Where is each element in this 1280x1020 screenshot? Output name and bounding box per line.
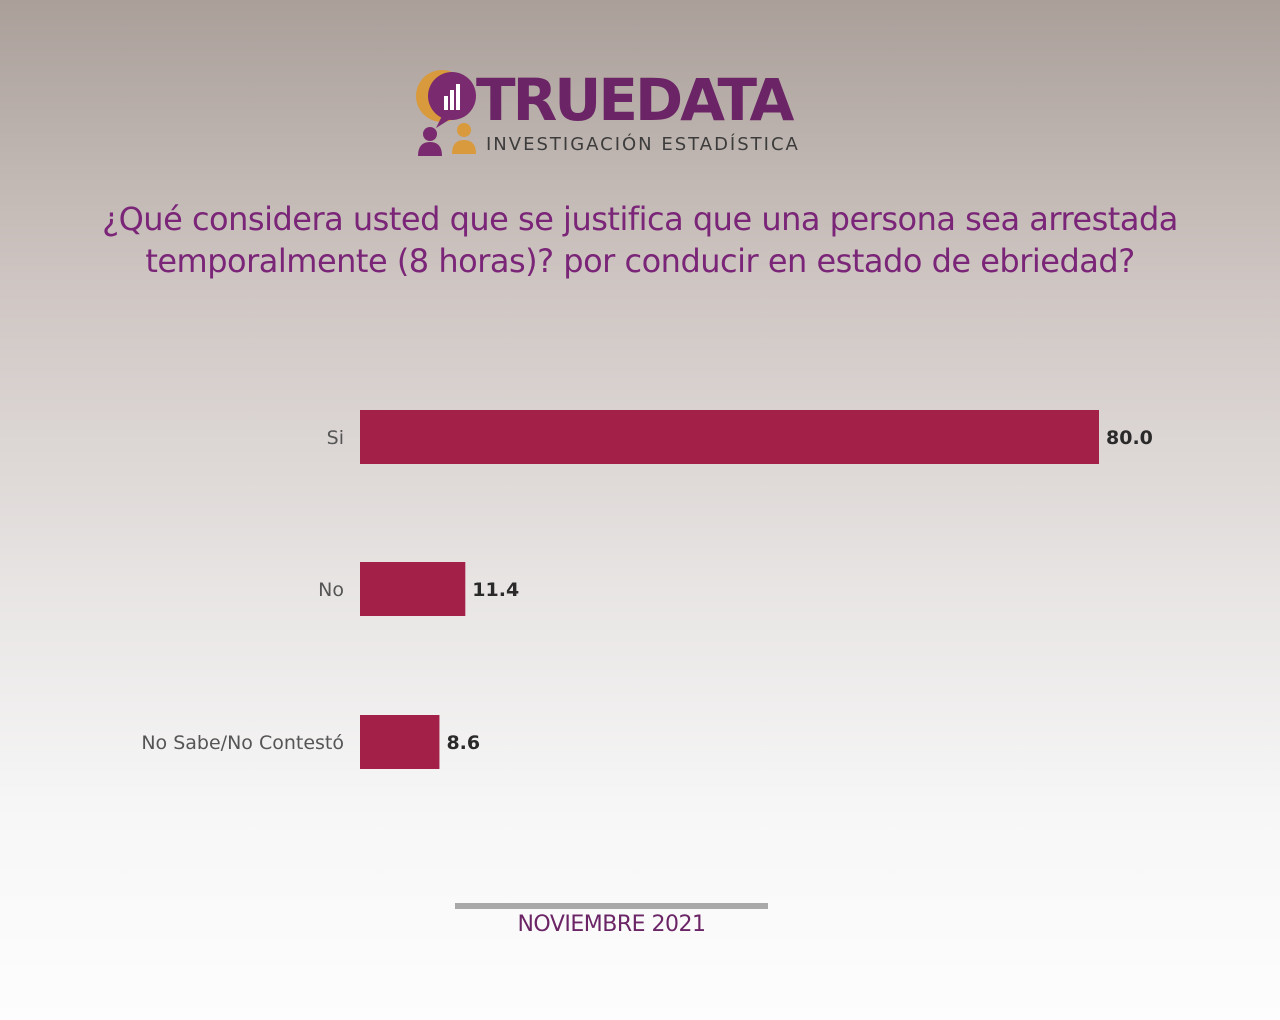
value-label: 80.0	[1106, 427, 1153, 449]
category-label: No Sabe/No Contestó	[141, 732, 344, 754]
category-label: Si	[327, 427, 344, 449]
bar	[360, 715, 440, 769]
category-label: No	[318, 579, 344, 601]
logo-title: TRUEDATA	[476, 66, 794, 134]
value-label: 8.6	[446, 732, 480, 754]
value-label: 11.4	[472, 579, 519, 601]
logo-subtitle: INVESTIGACIÓN ESTADÍSTICA	[486, 134, 800, 155]
survey-question: ¿Qué considera usted que se justifica qu…	[102, 200, 1178, 280]
bar-chart: Si 80.0 No 11.4 No Sabe/No Contestó 8.6	[141, 410, 1153, 769]
bar	[360, 410, 1099, 464]
bar	[360, 562, 466, 616]
truedata-logo: TRUEDATA INVESTIGACIÓN ESTADÍSTICA	[412, 68, 852, 160]
footer-divider	[455, 903, 768, 909]
truedata-logo-icon	[416, 70, 476, 156]
footer-date: NOVIEMBRE 2021	[517, 912, 706, 937]
